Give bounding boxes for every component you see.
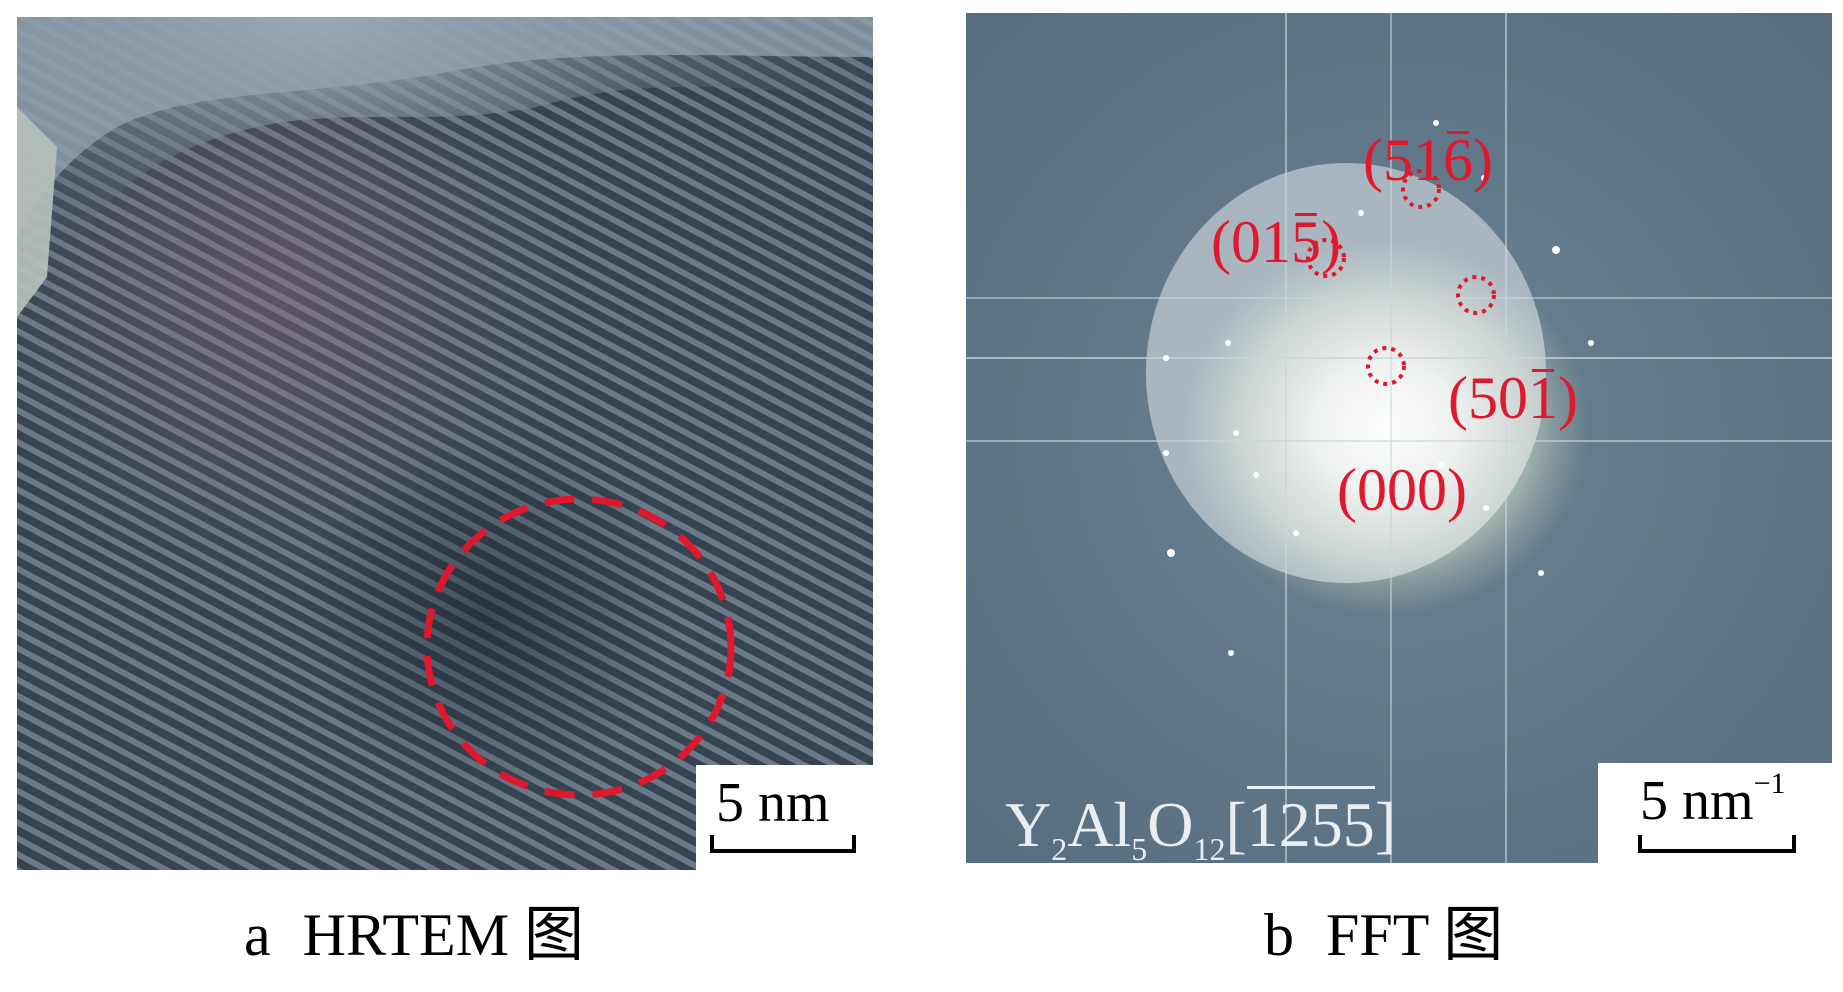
spot-label-000: (000) <box>1337 457 1467 523</box>
scale-bar-a: 5 nm <box>696 765 873 873</box>
spot-label-501: (501) <box>1448 365 1578 431</box>
hrtem-image <box>17 17 873 870</box>
caption-a: a HRTEM 图 <box>244 902 585 968</box>
highlight-circle <box>423 495 735 799</box>
scale-line-b <box>1638 835 1796 853</box>
diffraction-spots <box>1163 120 1594 656</box>
fft-pattern <box>966 13 1832 863</box>
scale-label-b: 5 nm−1 <box>1640 767 1786 832</box>
spot-label-015: (015) <box>1211 209 1341 275</box>
caption-b: b FFT 图 <box>1264 902 1504 968</box>
scale-label-a: 5 nm <box>716 772 830 834</box>
scale-line-a <box>710 835 856 853</box>
spot-label-516: (516) <box>1363 127 1493 193</box>
scale-bar-b: 5 nm−1 <box>1598 763 1832 863</box>
fft-image <box>966 13 1832 863</box>
zone-axis-formula: Y2Al5O12[1255] <box>1005 786 1396 865</box>
hrtem-micrograph <box>17 17 873 870</box>
